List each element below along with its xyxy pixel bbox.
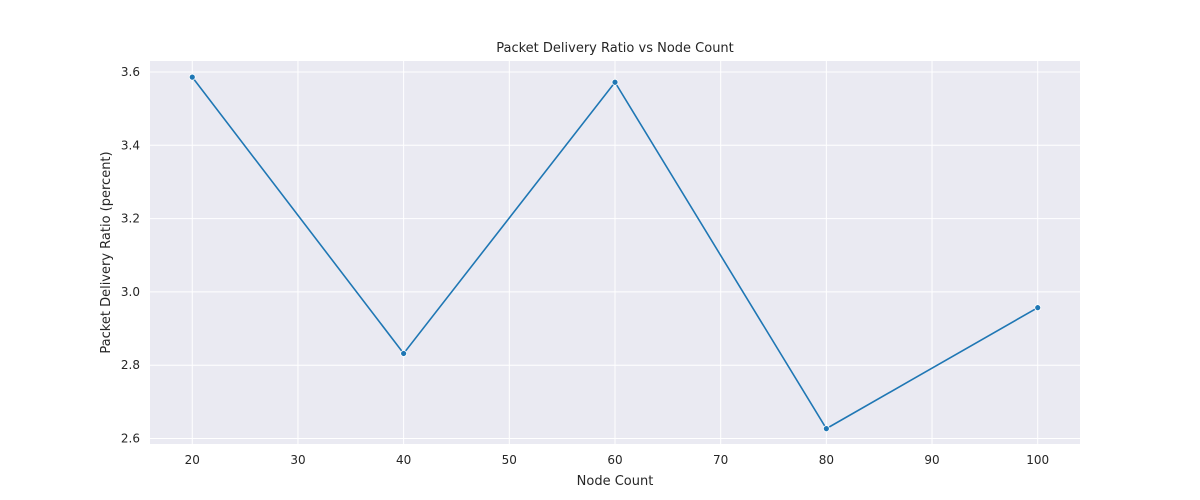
data-point xyxy=(611,78,619,86)
x-axis-label: Node Count xyxy=(577,474,654,489)
data-series xyxy=(188,73,1042,433)
y-axis-ticks: 2.6 2.8 3.0 3.2 3.4 3.6 xyxy=(121,65,140,446)
y-tick-label: 3.4 xyxy=(121,138,140,152)
y-tick-label: 3.6 xyxy=(121,65,140,79)
chart-title: Packet Delivery Ratio vs Node Count xyxy=(496,41,734,56)
grid-lines xyxy=(150,61,1080,444)
data-point xyxy=(400,350,408,357)
x-tick-label: 50 xyxy=(502,453,517,467)
data-point xyxy=(188,73,196,81)
y-axis-label: Packet Delivery Ratio (percent) xyxy=(99,151,114,353)
x-tick-label: 60 xyxy=(607,453,622,467)
x-tick-label: 30 xyxy=(290,453,305,467)
x-axis-ticks: 20 30 40 50 60 70 80 90 100 xyxy=(185,453,1050,467)
data-point xyxy=(1034,304,1042,312)
x-tick-label: 80 xyxy=(819,453,834,467)
y-tick-label: 2.6 xyxy=(121,432,140,446)
y-tick-label: 3.0 xyxy=(121,285,140,299)
x-tick-label: 90 xyxy=(924,453,939,467)
data-point xyxy=(822,425,830,433)
x-tick-label: 100 xyxy=(1026,453,1049,467)
x-tick-label: 40 xyxy=(396,453,411,467)
y-tick-label: 2.8 xyxy=(121,358,140,372)
x-tick-label: 70 xyxy=(713,453,728,467)
x-tick-label: 20 xyxy=(185,453,200,467)
y-tick-label: 3.2 xyxy=(121,212,140,226)
